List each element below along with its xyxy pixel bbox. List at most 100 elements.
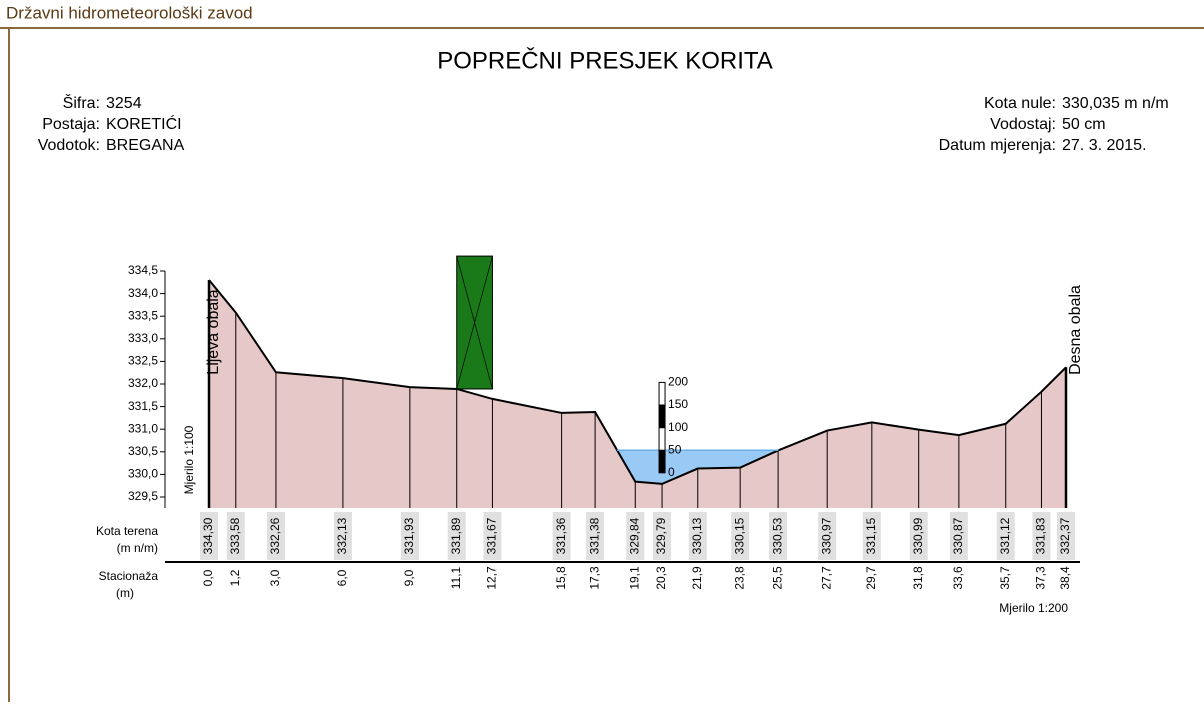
elevation-label: 330,15: [732, 517, 746, 554]
label-bg: [266, 512, 285, 560]
elevation-label: 330,53: [770, 517, 784, 554]
label-bg: [996, 512, 1015, 560]
gauge-label: 50: [668, 442, 682, 456]
y-tick-label: 334,0: [128, 286, 158, 300]
elevation-label: 330,99: [911, 517, 925, 554]
bank-label: Lijeva obala: [205, 289, 222, 375]
y-tick-label: 331,0: [128, 421, 158, 435]
header: Državni hidrometeorološki zavod: [6, 3, 253, 22]
elevation-label: 331,93: [402, 517, 416, 554]
station-label: 12,7: [485, 566, 499, 590]
label-bg: [200, 512, 218, 560]
label-bg: [862, 512, 881, 560]
label-bg: [731, 512, 750, 560]
gauge-segment: [658, 381, 666, 406]
station-label: 17,3: [587, 566, 601, 590]
terrain-area: [209, 280, 1066, 508]
structure-diag: [456, 255, 493, 390]
info-value: 27. 3. 2015.: [1062, 137, 1147, 154]
label-bg: [769, 512, 788, 560]
elevation-label: 331,36: [554, 517, 568, 554]
gauge-label: 150: [668, 397, 688, 411]
station-label: 15,8: [554, 566, 568, 590]
chart-title: POPREČNI PRESJEK KORITA: [437, 46, 773, 74]
station-label: 21,9: [690, 566, 704, 590]
station-label: 33,6: [951, 566, 965, 590]
label-bg: [483, 512, 502, 560]
info-label: Postaja:: [42, 116, 100, 133]
station-label: 1,2: [228, 569, 242, 586]
label-bg: [552, 512, 571, 560]
y-tick-label: 330,0: [128, 467, 158, 481]
y-tick-label: 333,5: [128, 308, 158, 322]
info-label: Šifra:: [63, 93, 100, 112]
label-bg: [909, 512, 928, 560]
elevation-label: 330,13: [690, 517, 704, 554]
elevation-label: 331,67: [485, 517, 499, 554]
station-label: 20,3: [654, 566, 668, 590]
station-label: 23,8: [732, 566, 746, 590]
station-label: 35,7: [998, 566, 1012, 590]
station-label: 27,7: [819, 566, 833, 590]
station-label: 25,5: [770, 566, 784, 590]
info-value: 330,035 m n/m: [1062, 95, 1169, 112]
label-bg: [586, 512, 605, 560]
station-label: 29,7: [864, 566, 878, 590]
gauge-segment: [658, 427, 666, 451]
y-tick-label: 330,5: [128, 444, 158, 458]
label-bg: [626, 512, 645, 560]
bank-label: Desna obala: [1067, 285, 1084, 375]
label-bg: [226, 512, 245, 560]
elevation-label: 329,84: [627, 517, 641, 554]
y-tick-label: 329,5: [128, 489, 158, 503]
y-tick-label: 331,5: [128, 399, 158, 413]
label-bg: [400, 512, 419, 560]
row-label: Kota terena: [96, 524, 158, 538]
label-bg: [333, 512, 352, 560]
scale-label: Mjerilo 1:100: [182, 425, 196, 494]
gauge-label: 100: [668, 420, 688, 434]
station-label: 11,1: [449, 566, 463, 589]
label-bg: [818, 512, 837, 560]
y-tick-label: 332,0: [128, 376, 158, 390]
info-value: 3254: [106, 95, 142, 112]
elevation-label: 330,87: [951, 517, 965, 554]
gauge-label: 200: [668, 375, 688, 389]
info-value: 50 cm: [1062, 116, 1106, 133]
station-label: 6,0: [335, 569, 349, 586]
info-value: BREGANA: [106, 137, 185, 154]
info-label: Vodostaj:: [990, 116, 1056, 133]
info-value: KORETIĆI: [106, 114, 182, 133]
elevation-label: 333,58: [228, 517, 242, 554]
station-label: 19,1: [627, 566, 641, 590]
gauge-label: 0: [668, 465, 675, 479]
label-bg: [447, 512, 466, 560]
elevation-label: 329,79: [654, 517, 668, 554]
info-label: Kota nule:: [984, 95, 1056, 112]
elevation-label: 332,26: [268, 517, 282, 554]
elevation-label: 331,89: [449, 517, 463, 554]
station-label: 31,8: [911, 566, 925, 590]
gauge-segment: [658, 404, 666, 429]
elevation-label: 331,15: [864, 517, 878, 554]
station-label: 9,0: [402, 569, 416, 586]
station-label: 37,3: [1034, 566, 1048, 590]
row-label: (m n/m): [117, 541, 158, 555]
label-bg: [1032, 512, 1051, 560]
elevation-label: 334,30: [201, 517, 215, 554]
station-label: 38,4: [1058, 566, 1072, 590]
row-label: Stacionaža: [99, 569, 159, 583]
elevation-label: 331,12: [998, 517, 1012, 554]
label-bg: [949, 512, 968, 560]
y-tick-label: 332,5: [128, 354, 158, 368]
station-label: 0,0: [201, 569, 215, 586]
elevation-label: 331,83: [1034, 517, 1048, 554]
y-tick-label: 334,5: [128, 263, 158, 277]
row-label: (m): [116, 586, 134, 600]
info-label: Vodotok:: [38, 137, 100, 154]
elevation-label: 331,38: [587, 517, 601, 554]
label-bg: [653, 512, 672, 560]
elevation-label: 332,37: [1058, 517, 1072, 554]
gauge-segment: [658, 449, 666, 474]
